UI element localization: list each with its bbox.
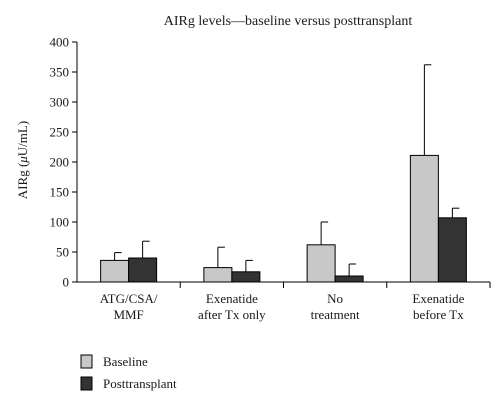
legend-label: Baseline [103,354,148,369]
y-tick-label: 350 [50,65,70,80]
y-tick-label: 150 [50,185,70,200]
y-tick-label: 400 [50,35,70,50]
bar-baseline [100,259,130,283]
x-category-label-line: MMF [113,307,143,322]
x-category-label: Exenatide after Tx only [198,291,266,322]
chart-title: AIRg levels—baseline versus posttranspla… [164,14,413,29]
bar-baseline [306,244,336,283]
bar-posttransplant [231,271,261,283]
x-category-label-line: Exenatide [412,291,464,306]
legend-swatch [80,376,93,391]
x-category-label-line: ATG/CSA/ [100,291,158,306]
x-category-label: ATG/CSA/MMF [100,291,158,322]
bar-posttransplant [437,217,467,283]
plot-area: 0 50 100 150 200 250 300 350 400 ATG/CSA/MMF Exena… [50,35,491,322]
x-category-label-line: No [327,291,343,306]
x-category-label-line: treatment [311,307,360,322]
legend: Baseline Posttransplant [80,354,177,391]
bar-baseline [409,154,439,283]
x-category-label-line: before Tx [413,307,464,322]
y-axis-label-mu: μ [15,156,30,164]
y-tick-label: 250 [50,125,70,140]
y-axis-label-suffix: U/mL) [15,121,30,156]
legend-swatch [80,354,93,369]
y-tick-label: 0 [63,275,70,290]
x-category-label: Exenatide before Tx [412,291,464,322]
y-axis-label: AIRg (μU/mL) [15,121,30,199]
y-tick-label: 200 [50,155,70,170]
y-tick-label: 100 [50,215,70,230]
y-tick-label: 300 [50,95,70,110]
x-category-label-line: after Tx only [198,307,266,322]
bar-posttransplant [128,257,158,283]
y-axis-label-prefix: AIRg ( [15,163,30,199]
x-category-label-line: Exenatide [206,291,258,306]
y-tick-label: 50 [56,245,69,260]
bar-posttransplant [334,275,364,283]
bar-baseline [203,267,233,283]
legend-label: Posttransplant [103,376,177,391]
x-category-label: No treatment [311,291,360,322]
